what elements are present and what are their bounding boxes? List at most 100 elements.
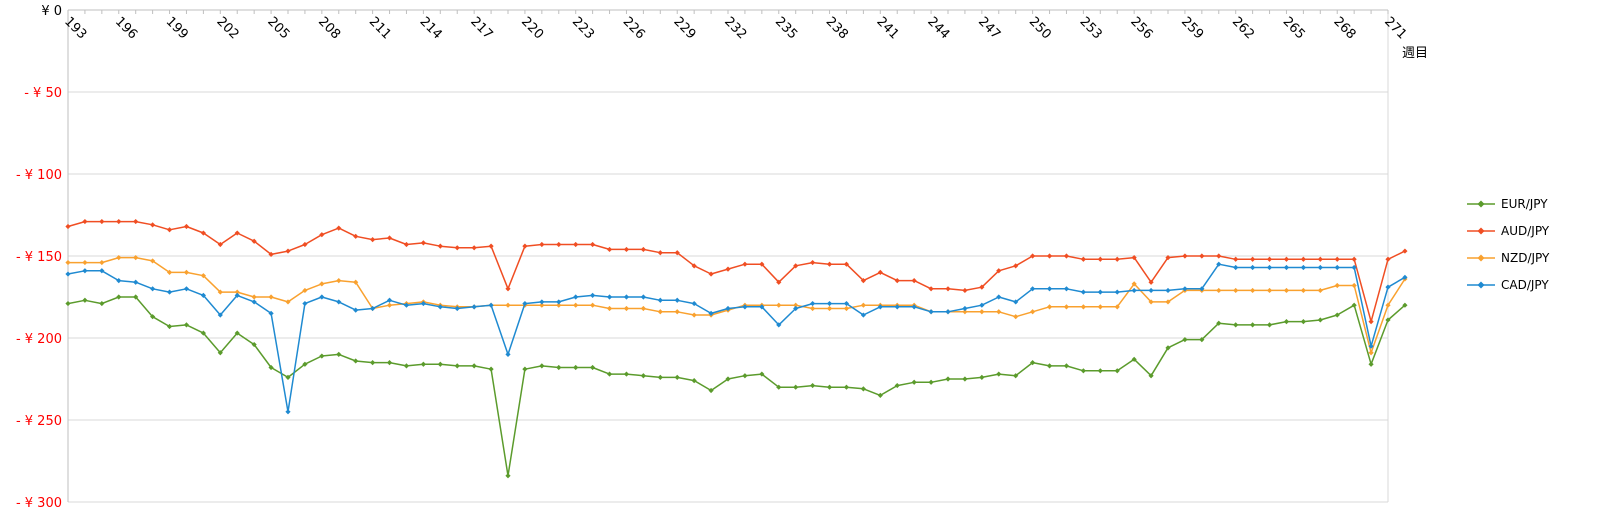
data-point: [1317, 256, 1323, 262]
data-point: [285, 409, 291, 415]
data-point: [860, 312, 866, 318]
data-point: [606, 294, 613, 300]
gridlines: [68, 91, 1388, 503]
data-point: [556, 241, 562, 248]
data-point: [403, 302, 410, 308]
data-point: [1182, 253, 1188, 259]
data-point: [776, 279, 782, 285]
data-point: [133, 255, 139, 261]
data-point: [217, 241, 223, 248]
data-point: [860, 386, 866, 392]
data-point: [539, 241, 545, 248]
data-point: [539, 302, 545, 308]
data-point: [1013, 373, 1019, 379]
data-point: [370, 305, 376, 312]
legend-label: AUD/JPY: [1501, 224, 1550, 238]
data-point: [962, 309, 968, 315]
data-point: [353, 233, 359, 239]
data-point: [217, 312, 223, 318]
data-point: [1300, 287, 1306, 294]
data-point: [573, 241, 579, 248]
x-tick-label: 202: [213, 14, 241, 42]
data-point: [1046, 253, 1053, 259]
data-point: [1250, 322, 1256, 328]
data-point: [1300, 256, 1306, 262]
data-point: [1182, 337, 1188, 343]
data-point: [674, 250, 680, 256]
data-point: [386, 235, 393, 241]
data-point: [590, 364, 596, 371]
data-point: [251, 238, 257, 244]
x-tick-label: 217: [467, 14, 495, 42]
data-point: [454, 363, 460, 369]
x-axis-tick-labels: 193 196 199 202 205 208 211 214 217 220 223 226 229 2…: [61, 14, 1409, 42]
y-tick-label: ¥ 0: [41, 4, 62, 19]
x-tick-label: 229: [670, 14, 698, 42]
series-aud-jpy: [65, 218, 1408, 325]
x-tick-label: 208: [315, 14, 343, 42]
data-point: [1063, 286, 1070, 292]
data-point: [370, 237, 376, 243]
data-point: [1216, 261, 1222, 267]
data-point: [505, 473, 511, 479]
data-point: [1013, 263, 1019, 269]
data-point: [1385, 317, 1391, 323]
x-tick-label: 259: [1178, 14, 1206, 42]
data-point: [979, 302, 985, 308]
y-tick-label: - ¥ 50: [24, 86, 62, 101]
data-point: [1013, 299, 1019, 305]
data-point: [1283, 256, 1290, 262]
x-tick-label: 235: [772, 14, 800, 42]
y-tick-label: - ¥ 250: [16, 414, 62, 429]
data-point: [302, 241, 308, 248]
legend-entry: CAD/JPY: [1467, 278, 1549, 292]
data-point: [386, 302, 393, 308]
data-point: [759, 261, 765, 267]
data-point: [1334, 256, 1340, 262]
data-point: [556, 302, 562, 308]
data-point: [623, 305, 630, 312]
data-point: [657, 250, 663, 256]
data-point: [488, 243, 494, 249]
data-point: [674, 309, 680, 315]
data-point: [403, 241, 410, 248]
series-line: [67, 263, 1406, 413]
data-point: [590, 292, 596, 298]
data-point: [1250, 256, 1256, 262]
x-tick-label: 250: [1026, 14, 1054, 42]
data-point: [1114, 304, 1120, 310]
data-point: [1385, 284, 1391, 290]
data-point: [82, 297, 88, 303]
data-point: [319, 232, 325, 238]
x-tick-label: 265: [1280, 14, 1308, 42]
data-point: [556, 299, 562, 305]
data-point: [99, 300, 105, 307]
data-point: [200, 273, 206, 279]
data-point: [437, 361, 443, 367]
data-point: [1080, 289, 1086, 295]
series-line: [68, 256, 1406, 354]
data-point: [979, 374, 985, 380]
data-point: [962, 305, 968, 312]
data-point: [65, 259, 71, 266]
data-point: [1080, 256, 1086, 262]
x-tick-label: 253: [1077, 14, 1105, 42]
data-point: [1334, 264, 1340, 271]
data-point: [1165, 345, 1171, 351]
data-point: [302, 287, 308, 294]
x-tick-label: 268: [1330, 14, 1358, 42]
data-point: [573, 364, 579, 371]
data-point: [1148, 373, 1154, 379]
legend-entry: NZD/JPY: [1467, 251, 1550, 265]
data-point: [1351, 256, 1357, 262]
data-point: [776, 302, 782, 308]
x-tick-label: 211: [366, 14, 394, 42]
data-point: [877, 269, 883, 275]
legend-marker: [1477, 200, 1485, 208]
data-point: [166, 289, 173, 295]
data-point: [82, 259, 88, 266]
data-point: [691, 378, 697, 384]
data-point: [962, 287, 968, 294]
data-point: [1013, 314, 1019, 320]
